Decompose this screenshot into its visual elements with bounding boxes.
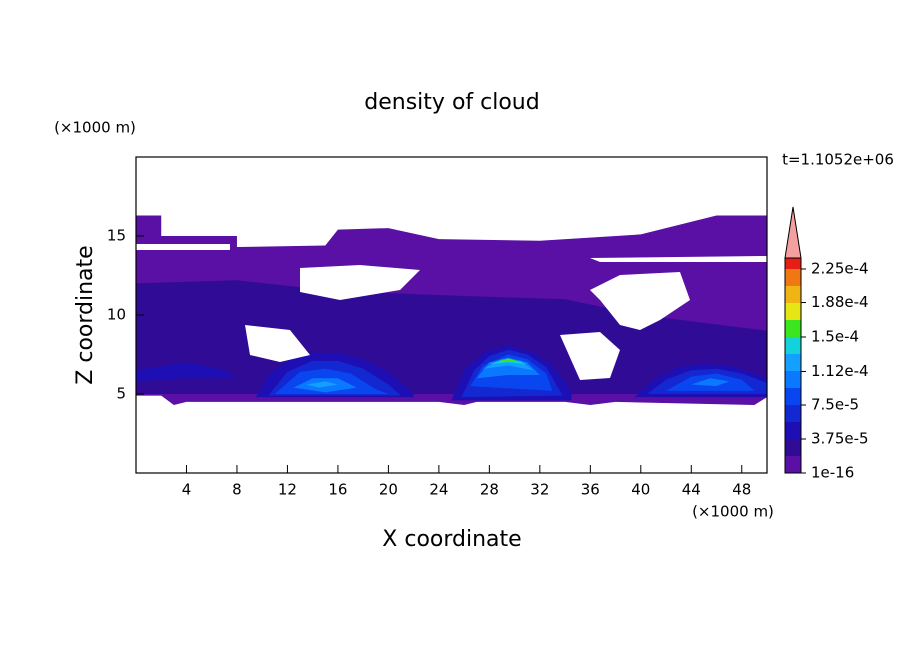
x-tick-label: 28	[480, 481, 499, 499]
colorbar-frame	[784, 257, 802, 474]
y-unit: (×1000 m)	[54, 119, 136, 137]
contour-region	[483, 359, 534, 371]
x-tick-label: 4	[182, 481, 192, 499]
contour-region	[691, 378, 730, 387]
colorbar-band	[785, 405, 801, 422]
contour-region	[306, 381, 338, 388]
contour-region	[499, 358, 518, 362]
colorbar-band	[785, 258, 801, 269]
x-tick-label: 12	[278, 481, 297, 499]
colorbar-tick-label: 7.5e-5	[811, 396, 859, 414]
colorbar-band	[785, 439, 801, 456]
colorbar-tick-label: 1.12e-4	[811, 362, 869, 380]
contour-region	[476, 357, 540, 379]
x-axis-label: X coordinate	[382, 527, 521, 552]
x-tick-label: 40	[631, 481, 650, 499]
gap	[560, 332, 620, 380]
colorbar-band	[785, 320, 801, 337]
y-tick-label: 5	[116, 385, 126, 403]
gap	[590, 272, 690, 330]
gap	[136, 244, 230, 250]
colorbar-band	[785, 371, 801, 388]
contour-region	[136, 362, 237, 382]
gap	[300, 265, 420, 300]
colorbar-tick-label: 3.75e-5	[811, 430, 869, 448]
x-tick-label: 24	[429, 481, 448, 499]
colorbar-band	[785, 269, 801, 286]
colorbar-band	[785, 422, 801, 439]
x-tick-label: 16	[328, 481, 347, 499]
colorbar-tick-label: 2.25e-4	[811, 260, 869, 278]
x-tick-label: 36	[581, 481, 600, 499]
x-unit: (×1000 m)	[692, 503, 774, 521]
y-tick-label: 15	[107, 227, 126, 245]
annotation: t=1.1052e+06	[782, 151, 894, 169]
colorbar-band	[785, 303, 801, 320]
colorbar-band	[785, 388, 801, 405]
y-axis-label: Z coordinate	[73, 245, 98, 384]
colorbar-band	[785, 456, 801, 473]
chart-title: density of cloud	[364, 90, 539, 115]
colorbar-band	[785, 354, 801, 371]
x-tick-label: 32	[530, 481, 549, 499]
colorbar-extend	[784, 206, 802, 259]
colorbar-band	[785, 337, 801, 354]
x-tick-label: 44	[682, 481, 701, 499]
x-tick-label: 48	[732, 481, 751, 499]
gap	[245, 325, 310, 362]
cloud-gaps	[136, 244, 767, 380]
colorbar-tick-label: 1e-16	[811, 464, 854, 482]
y-tick-label: 10	[107, 306, 126, 324]
x-tick-label: 8	[232, 481, 242, 499]
colorbar-band	[785, 286, 801, 303]
colorbar-tick-label: 1.88e-4	[811, 293, 869, 311]
x-tick-label: 20	[379, 481, 398, 499]
gap	[590, 256, 767, 262]
colorbar-tick-label: 1.5e-4	[811, 328, 859, 346]
